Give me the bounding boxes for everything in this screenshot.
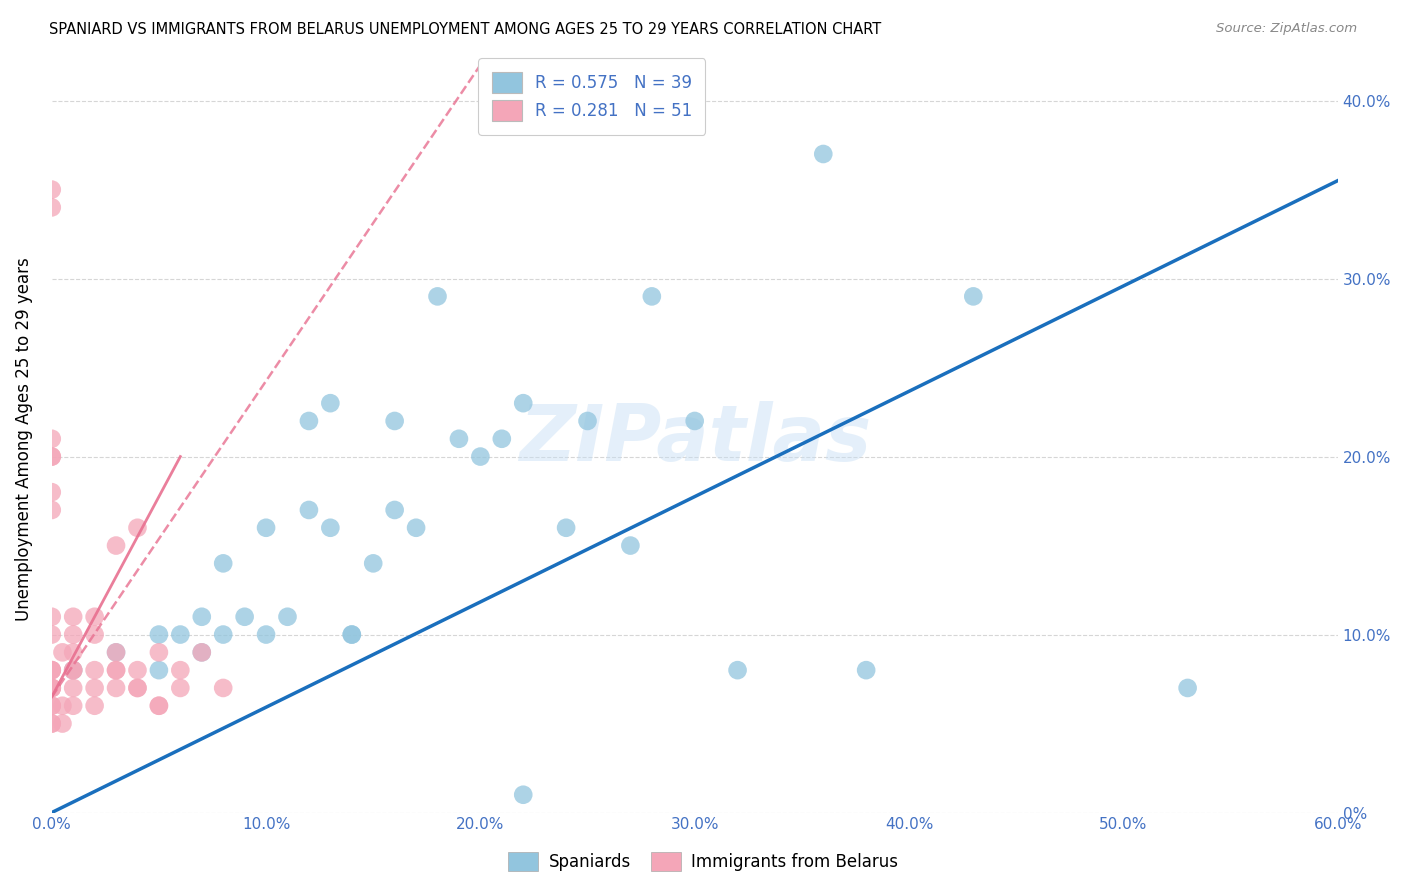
Point <box>62 698 84 713</box>
Point <box>83 609 105 624</box>
Point <box>83 698 105 713</box>
Point <box>105 539 128 553</box>
Point <box>447 432 470 446</box>
Point <box>41 432 63 446</box>
Point <box>41 663 63 677</box>
Point <box>62 645 84 659</box>
Point <box>555 521 578 535</box>
Y-axis label: Unemployment Among Ages 25 to 29 years: Unemployment Among Ages 25 to 29 years <box>15 257 32 621</box>
Point <box>191 609 214 624</box>
Point <box>512 788 534 802</box>
Point <box>727 663 749 677</box>
Point <box>127 681 149 695</box>
Point <box>41 503 63 517</box>
Point <box>41 485 63 500</box>
Point <box>148 627 170 641</box>
Point <box>254 521 277 535</box>
Point <box>127 521 149 535</box>
Text: SPANIARD VS IMMIGRANTS FROM BELARUS UNEMPLOYMENT AMONG AGES 25 TO 29 YEARS CORRE: SPANIARD VS IMMIGRANTS FROM BELARUS UNEM… <box>49 22 882 37</box>
Point <box>212 557 235 571</box>
Point <box>41 698 63 713</box>
Point <box>62 609 84 624</box>
Point <box>855 663 877 677</box>
Point <box>105 663 128 677</box>
Point <box>319 521 342 535</box>
Point <box>962 289 984 303</box>
Point <box>191 645 214 659</box>
Point <box>683 414 706 428</box>
Point <box>148 663 170 677</box>
Point <box>641 289 664 303</box>
Point <box>105 663 128 677</box>
Point <box>384 503 406 517</box>
Legend: R = 0.575   N = 39, R = 0.281   N = 51: R = 0.575 N = 39, R = 0.281 N = 51 <box>478 58 706 135</box>
Point <box>491 432 513 446</box>
Text: ZIPatlas: ZIPatlas <box>519 401 870 476</box>
Point <box>41 183 63 197</box>
Point <box>340 627 363 641</box>
Point <box>105 681 128 695</box>
Point <box>576 414 599 428</box>
Point <box>619 539 641 553</box>
Point <box>41 609 63 624</box>
Point <box>319 396 342 410</box>
Point <box>426 289 449 303</box>
Point <box>41 450 63 464</box>
Point <box>361 557 384 571</box>
Point <box>169 627 191 641</box>
Point <box>512 396 534 410</box>
Point <box>51 645 73 659</box>
Point <box>41 450 63 464</box>
Text: Source: ZipAtlas.com: Source: ZipAtlas.com <box>1216 22 1357 36</box>
Point <box>41 663 63 677</box>
Point <box>298 503 321 517</box>
Point <box>51 698 73 713</box>
Point <box>191 645 214 659</box>
Point <box>105 645 128 659</box>
Point <box>41 716 63 731</box>
Point <box>62 681 84 695</box>
Point <box>127 663 149 677</box>
Point <box>41 681 63 695</box>
Point <box>62 663 84 677</box>
Point <box>41 627 63 641</box>
Point <box>148 645 170 659</box>
Point <box>41 201 63 215</box>
Point <box>233 609 256 624</box>
Point <box>41 681 63 695</box>
Point <box>470 450 492 464</box>
Point <box>254 627 277 641</box>
Point <box>41 681 63 695</box>
Point <box>405 521 427 535</box>
Point <box>83 681 105 695</box>
Point <box>41 716 63 731</box>
Point <box>41 698 63 713</box>
Point <box>41 681 63 695</box>
Point <box>127 681 149 695</box>
Point <box>41 663 63 677</box>
Point <box>105 645 128 659</box>
Point <box>384 414 406 428</box>
Point <box>51 716 73 731</box>
Point <box>62 663 84 677</box>
Point <box>169 681 191 695</box>
Legend: Spaniards, Immigrants from Belarus: Spaniards, Immigrants from Belarus <box>501 843 905 880</box>
Point <box>169 663 191 677</box>
Point <box>212 681 235 695</box>
Point <box>340 627 363 641</box>
Point <box>276 609 298 624</box>
Point <box>83 663 105 677</box>
Point <box>83 627 105 641</box>
Point <box>62 627 84 641</box>
Point <box>813 147 835 161</box>
Point <box>298 414 321 428</box>
Point <box>148 698 170 713</box>
Point <box>1177 681 1199 695</box>
Point <box>62 663 84 677</box>
Point <box>212 627 235 641</box>
Point <box>148 698 170 713</box>
